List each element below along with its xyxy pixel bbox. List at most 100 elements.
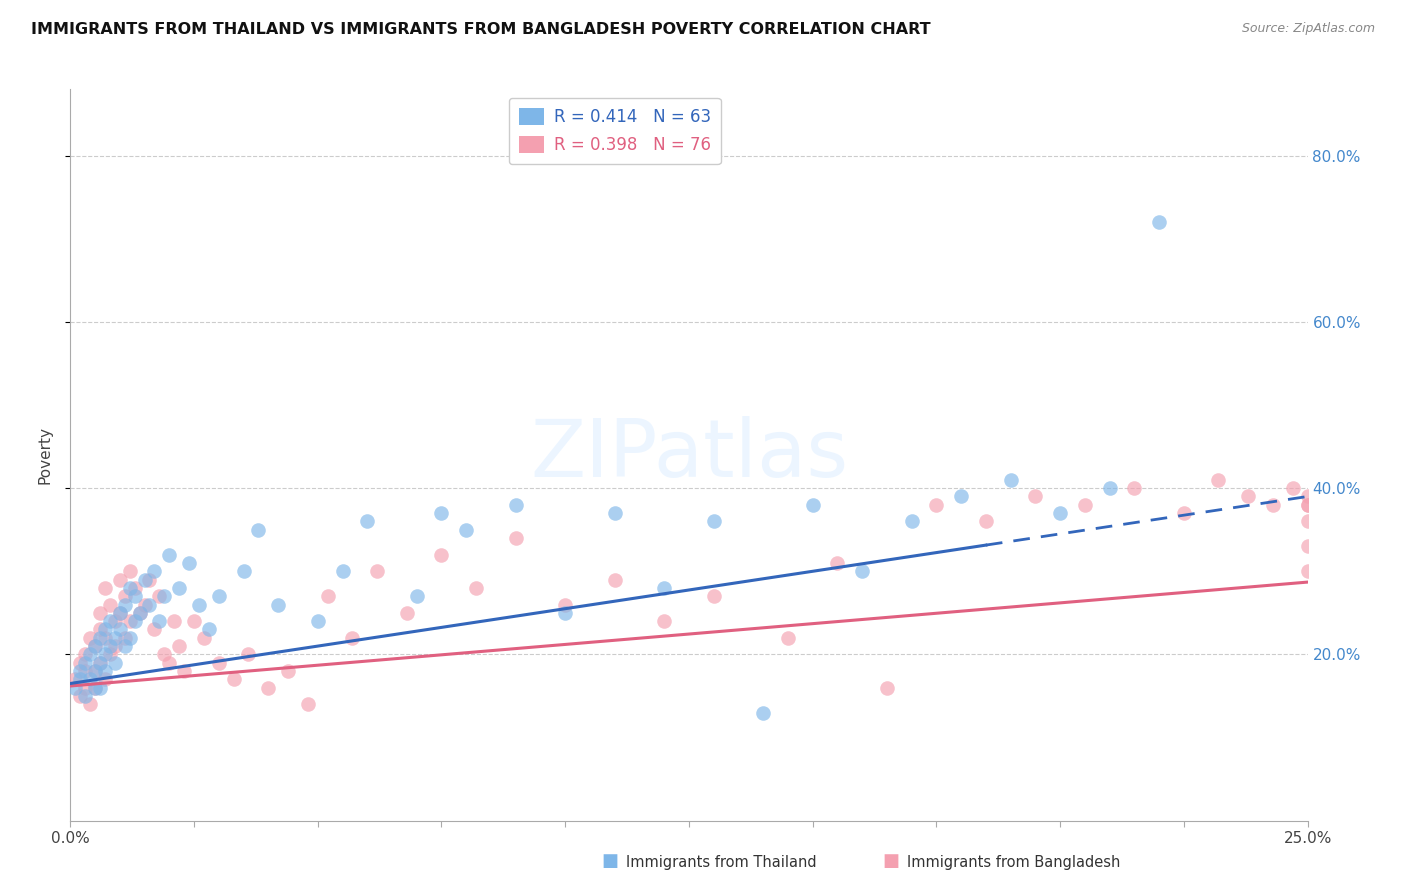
Point	[98, 639, 121, 653]
Point	[75, 664, 97, 678]
Point	[456, 523, 478, 537]
Point	[1296, 498, 1319, 512]
Point	[505, 498, 527, 512]
Point	[603, 573, 626, 587]
Point	[69, 664, 91, 678]
Point	[153, 589, 176, 603]
Text: IMMIGRANTS FROM THAILAND VS IMMIGRANTS FROM BANGLADESH POVERTY CORRELATION CHART: IMMIGRANTS FROM THAILAND VS IMMIGRANTS F…	[31, 22, 931, 37]
Point	[1261, 498, 1284, 512]
Point	[143, 564, 166, 578]
Point	[1024, 490, 1046, 504]
Point	[1147, 215, 1170, 229]
Text: Immigrants from Bangladesh: Immigrants from Bangladesh	[907, 855, 1121, 870]
Point	[75, 648, 97, 662]
Point	[801, 498, 824, 512]
Point	[104, 639, 127, 653]
Text: Immigrants from Thailand: Immigrants from Thailand	[626, 855, 817, 870]
Point	[163, 614, 186, 628]
Text: Source: ZipAtlas.com: Source: ZipAtlas.com	[1241, 22, 1375, 36]
Point	[208, 656, 231, 670]
Point	[84, 639, 107, 653]
Point	[89, 606, 111, 620]
Point	[430, 548, 453, 562]
Point	[554, 606, 576, 620]
Point	[108, 606, 131, 620]
Point	[247, 523, 270, 537]
Point	[89, 631, 111, 645]
Point	[554, 598, 576, 612]
Point	[128, 606, 150, 620]
Point	[94, 673, 117, 687]
Point	[157, 656, 180, 670]
Point	[104, 614, 127, 628]
Point	[94, 648, 117, 662]
Point	[652, 614, 675, 628]
Point	[79, 631, 101, 645]
Point	[114, 598, 136, 612]
Point	[208, 589, 231, 603]
Point	[89, 656, 111, 670]
Point	[94, 664, 117, 678]
Point	[98, 598, 121, 612]
Point	[1296, 539, 1319, 553]
Point	[69, 656, 91, 670]
Point	[222, 673, 245, 687]
Point	[1000, 473, 1022, 487]
Point	[603, 506, 626, 520]
Point	[79, 698, 101, 712]
Point	[114, 631, 136, 645]
Point	[124, 589, 146, 603]
Point	[752, 706, 775, 720]
Point	[108, 623, 131, 637]
Point	[79, 648, 101, 662]
Point	[79, 673, 101, 687]
Point	[65, 681, 87, 695]
Point	[188, 598, 211, 612]
Point	[167, 581, 190, 595]
Point	[104, 631, 127, 645]
Point	[876, 681, 898, 695]
Point	[198, 623, 221, 637]
Point	[297, 698, 319, 712]
Point	[75, 656, 97, 670]
Point	[183, 614, 205, 628]
Point	[703, 589, 725, 603]
Point	[1296, 515, 1319, 529]
Point	[366, 564, 388, 578]
Point	[1074, 498, 1097, 512]
Point	[148, 589, 170, 603]
Point	[138, 598, 160, 612]
Point	[118, 631, 141, 645]
Point	[148, 614, 170, 628]
Point	[1281, 481, 1303, 495]
Point	[69, 689, 91, 703]
Point	[316, 589, 339, 603]
Point	[89, 656, 111, 670]
Point	[84, 681, 107, 695]
Point	[143, 623, 166, 637]
Point	[134, 573, 156, 587]
Point	[94, 631, 117, 645]
Point	[114, 589, 136, 603]
Point	[342, 631, 364, 645]
Point	[356, 515, 378, 529]
Legend: R = 0.414   N = 63, R = 0.398   N = 76: R = 0.414 N = 63, R = 0.398 N = 76	[509, 97, 721, 164]
Point	[1049, 506, 1071, 520]
Point	[332, 564, 354, 578]
Point	[465, 581, 488, 595]
Point	[277, 664, 299, 678]
Point	[124, 581, 146, 595]
Point	[84, 639, 107, 653]
Point	[84, 664, 107, 678]
Point	[89, 623, 111, 637]
Point	[405, 589, 427, 603]
Point	[851, 564, 873, 578]
Point	[827, 556, 849, 570]
Point	[114, 639, 136, 653]
Point	[65, 673, 87, 687]
Y-axis label: Poverty: Poverty	[37, 425, 52, 484]
Point	[128, 606, 150, 620]
Point	[776, 631, 799, 645]
Point	[69, 673, 91, 687]
Point	[505, 531, 527, 545]
